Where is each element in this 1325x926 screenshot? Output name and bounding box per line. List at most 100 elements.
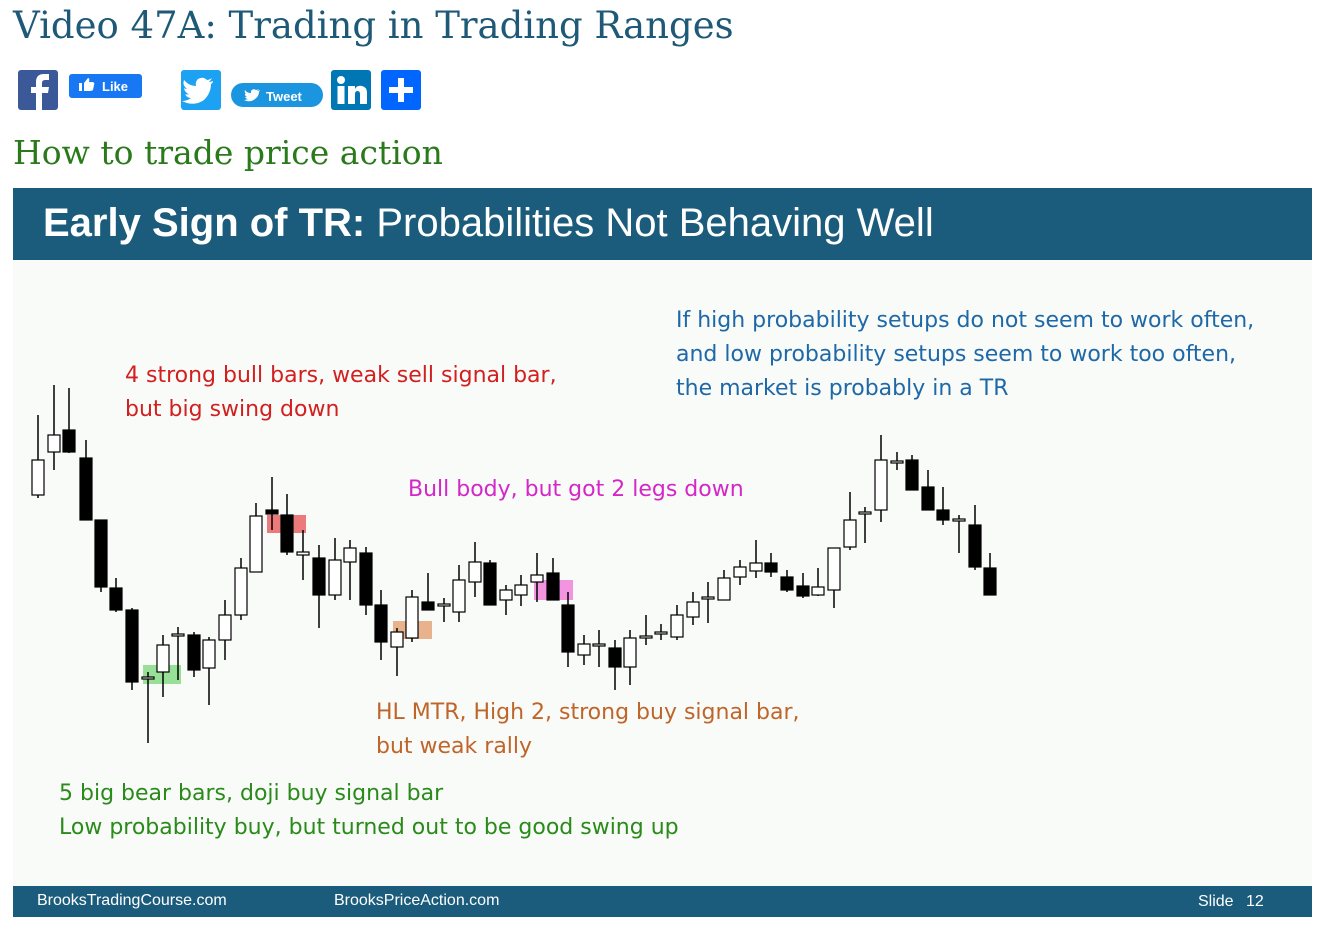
candle-body	[827, 547, 841, 591]
candle-body	[79, 457, 93, 521]
annotation-line: the market is probably in a TR	[676, 376, 1009, 401]
candle-body	[94, 519, 108, 588]
candle-body	[733, 566, 747, 578]
candle-body	[843, 519, 857, 548]
annotation-line: Low probability buy, but turned out to b…	[59, 815, 679, 840]
annotation: 4 strong bull bars, weak sell signal bar…	[125, 359, 557, 427]
candle-body	[796, 585, 810, 597]
slide-header	[13, 188, 1312, 260]
candle-body	[592, 643, 606, 647]
annotation: 5 big bear bars, doji buy signal bar Low…	[59, 777, 679, 845]
candle-body	[468, 561, 482, 583]
candle-body	[374, 604, 388, 643]
candle-body	[187, 634, 201, 671]
annotation-line: If high probability setups do not seem t…	[676, 308, 1255, 333]
annotation-line: but weak rally	[376, 734, 533, 759]
section-heading: How to trade price action	[13, 133, 443, 172]
candle-body	[905, 459, 919, 491]
candle-body	[328, 559, 342, 596]
twitter-button[interactable]	[181, 70, 221, 110]
facebook-button[interactable]	[18, 70, 58, 110]
page-title: Video 47A: Trading in Trading Ranges	[13, 4, 734, 47]
candle-body	[670, 614, 684, 638]
annotation-line: HL MTR, High 2, strong buy signal bar,	[376, 700, 800, 725]
candle-body	[623, 637, 637, 668]
candle-body	[530, 574, 544, 583]
like-label: Like	[102, 79, 128, 94]
share-bar: Like Tweet	[18, 70, 421, 110]
candle-body	[390, 631, 404, 648]
candle-body	[717, 577, 731, 601]
candle-body	[437, 603, 451, 607]
tweet-button[interactable]: Tweet	[231, 83, 323, 107]
candle-body	[265, 509, 279, 515]
candle-body	[858, 511, 872, 515]
candle-body	[654, 631, 668, 635]
candle-body	[561, 604, 575, 653]
annotation: HL MTR, High 2, strong buy signal bar, b…	[376, 696, 800, 764]
candle-body	[514, 584, 528, 596]
slide: Early Sign of TR: Probabilities Not Beha…	[13, 188, 1312, 917]
candle-body	[811, 586, 825, 596]
candle-body	[141, 676, 155, 680]
candle-body	[359, 552, 373, 606]
slide-title-bold: Early Sign of TR:	[43, 201, 366, 245]
candle-body	[546, 572, 560, 601]
annotation-line: 4 strong bull bars, weak sell signal bar…	[125, 363, 557, 388]
candle-body	[47, 434, 61, 453]
candle-body	[952, 518, 966, 522]
candle-body	[701, 596, 715, 600]
candle-body	[62, 429, 76, 453]
annotation-line: Bull body, but got 2 legs down	[408, 477, 744, 502]
tweet-label: Tweet	[266, 89, 303, 104]
candle-body	[608, 647, 622, 668]
annotation: Bull body, but got 2 legs down	[408, 473, 744, 507]
annotation-line: and low probability setups seem to work …	[676, 342, 1237, 367]
candle-body	[171, 633, 185, 637]
candle-body	[125, 609, 139, 683]
candle-body	[764, 562, 778, 573]
candle-body	[109, 587, 123, 611]
candle-body	[405, 596, 419, 639]
candle-body	[936, 509, 950, 521]
candle-body	[249, 515, 263, 573]
slide-footer: BrooksTradingCourse.com BrooksPriceActio…	[13, 886, 1312, 917]
footer-middle: BrooksPriceAction.com	[334, 892, 500, 909]
annotation: If high probability setups do not seem t…	[676, 304, 1254, 406]
candle-body	[639, 635, 653, 639]
candle-body	[234, 567, 248, 616]
candle-body	[983, 567, 997, 596]
slide-title: Early Sign of TR: Probabilities Not Beha…	[43, 201, 934, 246]
footer-left: BrooksTradingCourse.com	[37, 892, 227, 909]
candle-body	[296, 551, 310, 556]
candle-body	[421, 601, 435, 611]
candle-body	[874, 459, 888, 511]
share-more-button[interactable]	[381, 70, 421, 110]
candle-body	[749, 562, 763, 572]
annotation-line: 5 big bear bars, doji buy signal bar	[59, 781, 444, 806]
candle-body	[312, 557, 326, 596]
candle-body	[343, 547, 357, 563]
candle-body	[921, 486, 935, 511]
candle-body	[31, 459, 45, 496]
candle-body	[686, 601, 700, 618]
candle-body	[280, 514, 294, 553]
candle-body	[780, 576, 794, 591]
candle-body	[483, 562, 497, 606]
candle-body	[890, 460, 904, 464]
candle-body	[499, 589, 513, 601]
slide-title-rest: Probabilities Not Behaving Well	[376, 201, 934, 245]
slide-label: Slide	[1198, 893, 1234, 910]
candle-body	[202, 639, 216, 669]
candle-body	[452, 579, 466, 613]
linkedin-button[interactable]	[331, 70, 371, 110]
slide-number: 12	[1246, 893, 1264, 910]
annotation-line: but big swing down	[125, 397, 340, 422]
candle-body	[156, 644, 170, 673]
like-button[interactable]: Like	[69, 74, 142, 98]
candle-body	[968, 524, 982, 568]
candle-body	[577, 643, 591, 656]
candle-body	[218, 614, 232, 641]
